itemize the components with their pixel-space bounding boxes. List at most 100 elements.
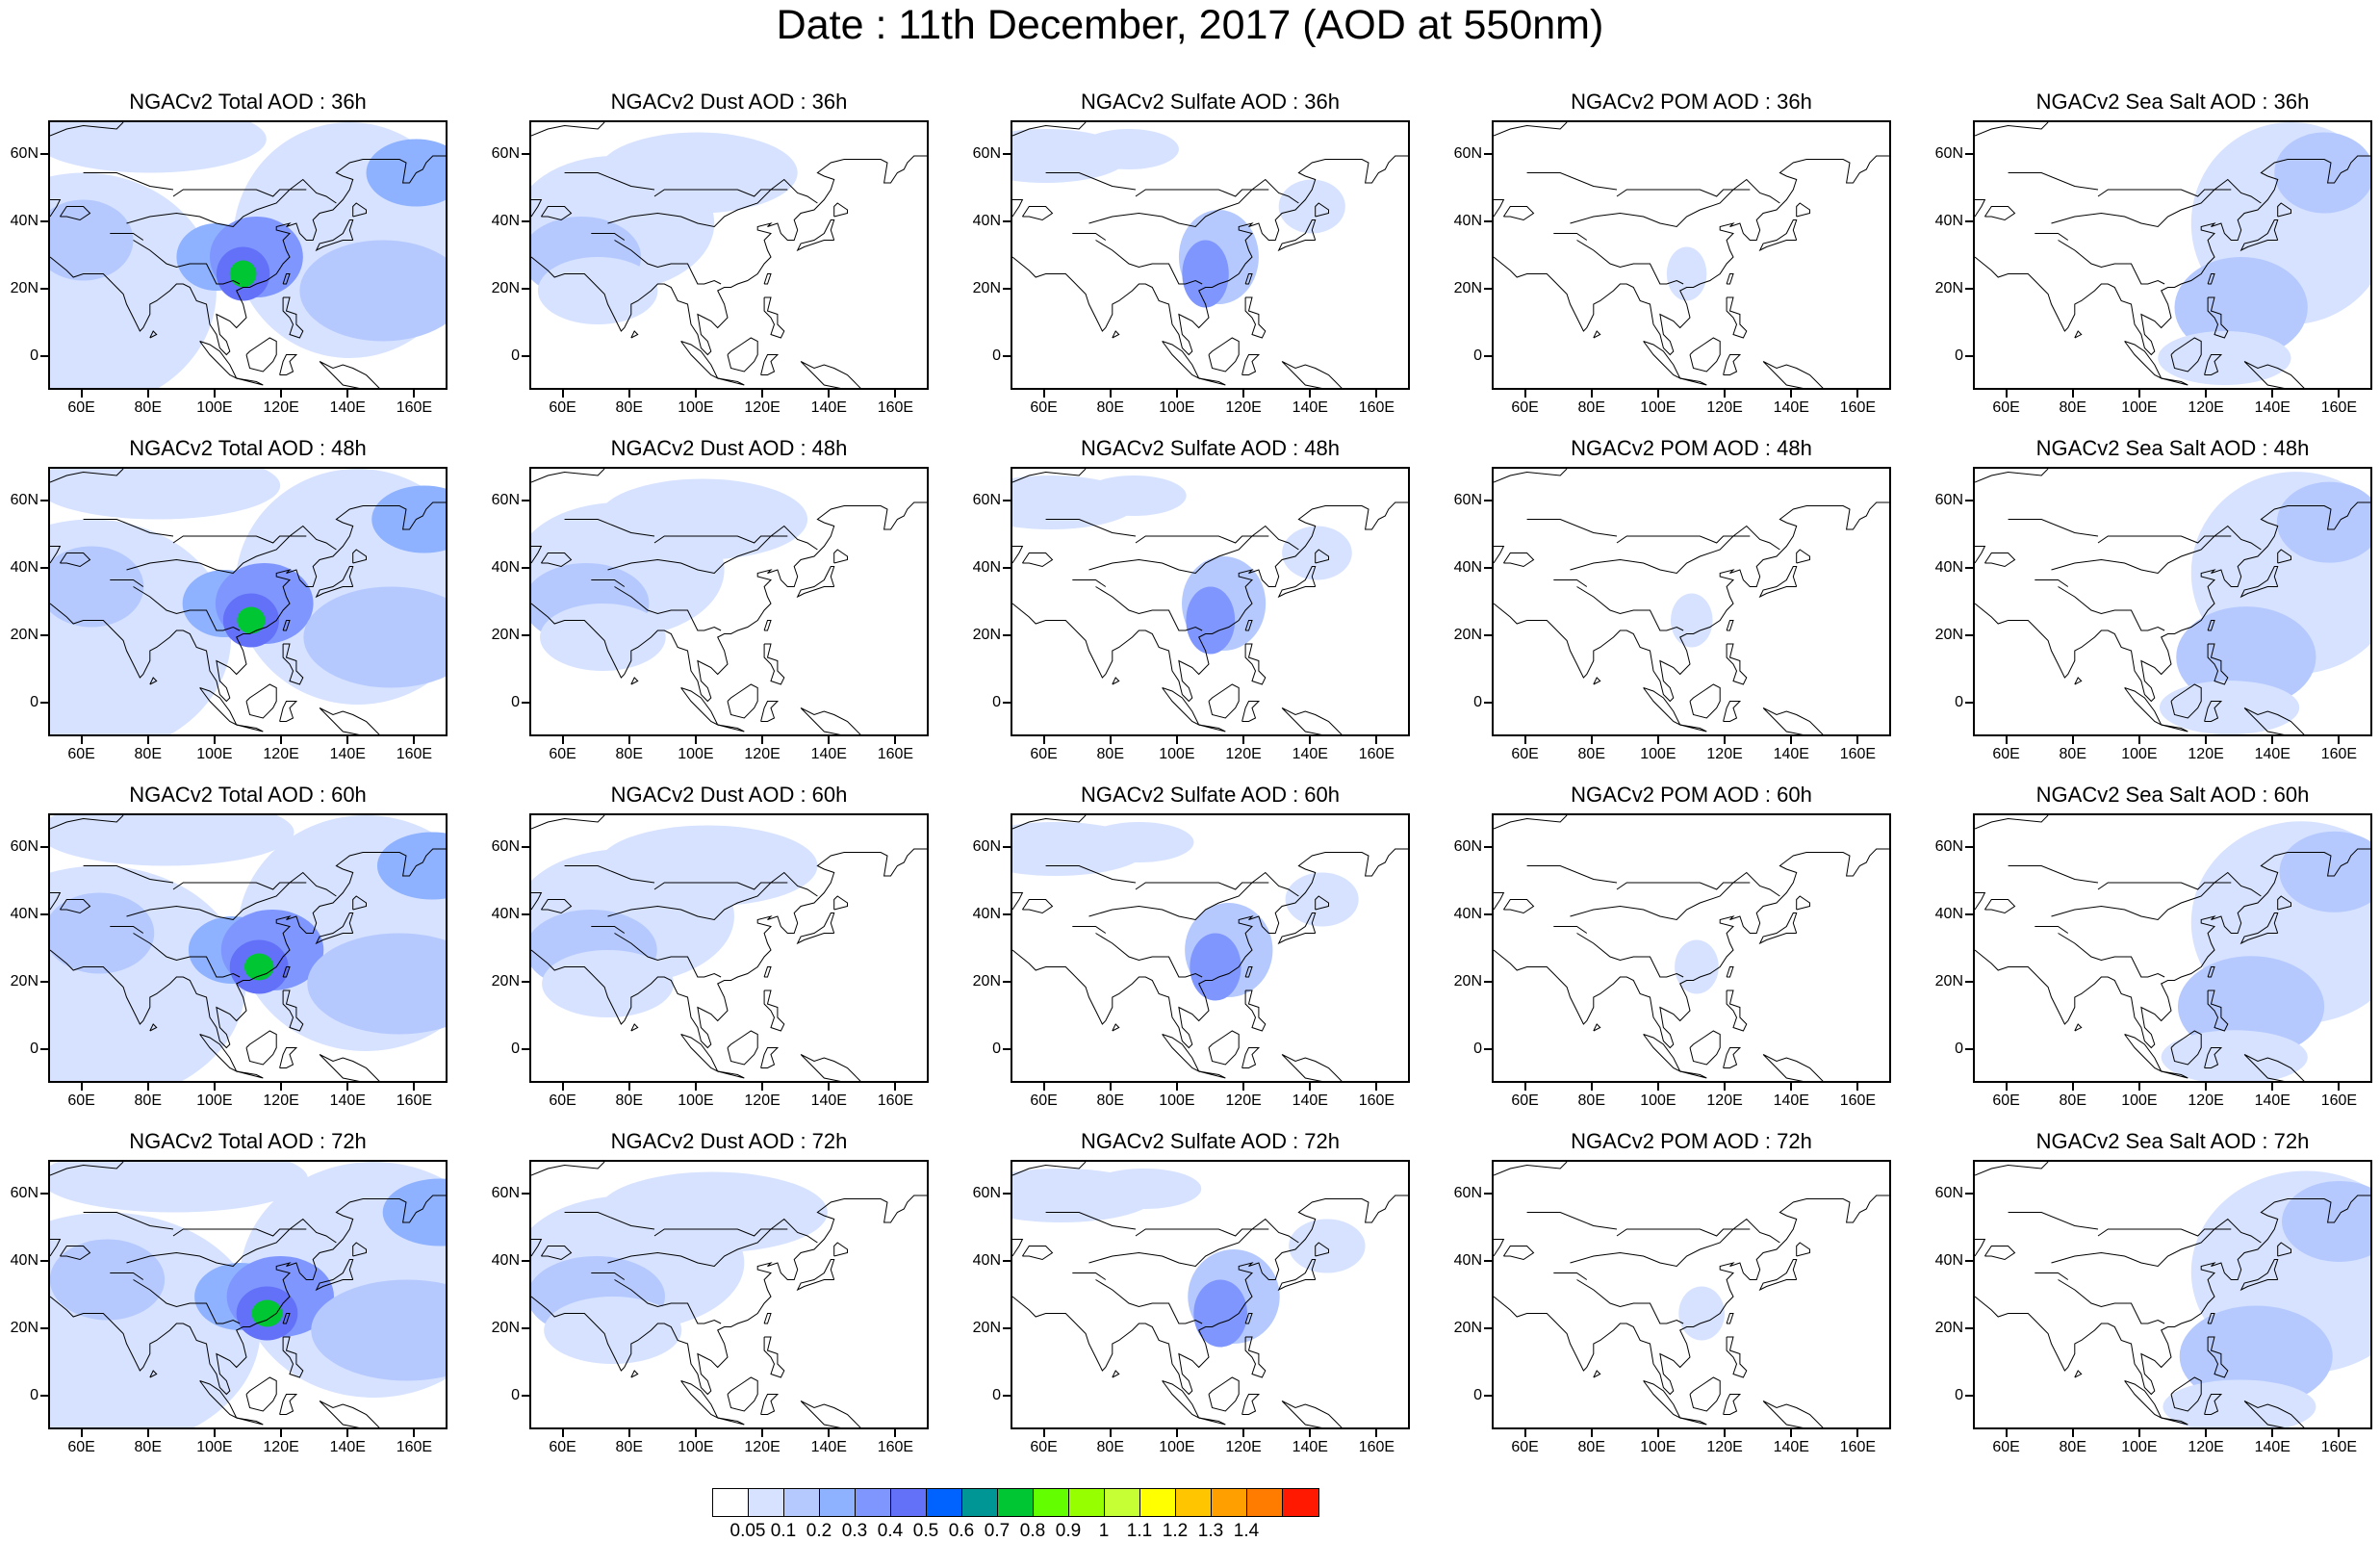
colorbar-label: 0.4	[877, 1521, 904, 1541]
coastline-icon	[2170, 337, 2202, 373]
coastline-icon	[1726, 296, 1748, 339]
coastline-icon	[352, 1242, 367, 1257]
x-tick-label: 120E	[263, 746, 299, 762]
coastline-icon	[833, 549, 848, 564]
x-tick-label: 160E	[2320, 399, 2358, 416]
map-panel	[529, 467, 929, 736]
coastline-icon	[717, 1417, 745, 1426]
x-tick-mark	[1375, 736, 1378, 744]
aod-region	[1289, 1219, 1366, 1273]
x-tick-mark	[213, 390, 216, 398]
coastline-icon	[319, 707, 380, 734]
y-tick-mark	[40, 1260, 48, 1262]
coastline-icon	[796, 1259, 835, 1292]
x-tick-label: 60E	[67, 1439, 95, 1455]
x-tick-mark	[1523, 1083, 1526, 1091]
x-tick-mark	[1309, 736, 1312, 744]
y-tick-label: 60N	[1453, 838, 1482, 855]
x-tick-mark	[80, 1083, 83, 1091]
coastline-icon	[1570, 871, 1780, 921]
x-tick-label: 140E	[810, 746, 847, 762]
coastline-icon	[564, 172, 655, 191]
coastline-icon	[591, 579, 626, 587]
coastline-icon	[1244, 643, 1267, 685]
aod-field	[1975, 1162, 2370, 1427]
y-tick-label: 20N	[1453, 627, 1482, 643]
coastline-icon	[172, 189, 307, 197]
aod-region	[1079, 129, 1179, 169]
coastline-icon	[1570, 178, 1780, 228]
coastline-icon	[50, 815, 124, 830]
y-tick-label: 60N	[491, 1185, 520, 1201]
y-tick-label: 40N	[491, 559, 520, 576]
x-tick-mark	[2338, 736, 2341, 744]
coastline-icon	[2277, 202, 2291, 218]
x-tick-label: 100E	[1159, 1092, 1195, 1109]
aod-region	[366, 139, 446, 207]
coastline-icon	[1975, 469, 2049, 483]
coastline-icon	[1593, 330, 1601, 339]
x-tick-mark	[346, 390, 349, 398]
y-tick-label: 60N	[10, 492, 38, 508]
coastline-icon	[2207, 1336, 2229, 1378]
y-tick-mark	[1484, 288, 1492, 290]
x-tick-mark	[1856, 736, 1859, 744]
y-tick-label: 60N	[1453, 145, 1482, 162]
aod-region	[598, 132, 798, 214]
coastline-icon	[126, 871, 337, 921]
coastline-icon	[2058, 1279, 2165, 1324]
coastline-icon	[50, 546, 62, 564]
x-tick-mark	[1242, 390, 1245, 398]
y-tick-label: 20N	[1453, 280, 1482, 296]
aod-region	[539, 604, 666, 671]
x-tick-label: 160E	[2320, 746, 2358, 762]
coastline-icon	[2277, 549, 2291, 564]
coastline-icon	[833, 202, 848, 218]
x-tick-mark	[2071, 390, 2074, 398]
x-tick-mark	[146, 736, 149, 744]
colorbar-swatch	[1140, 1489, 1176, 1516]
x-tick-mark	[346, 736, 349, 744]
aod-region	[1193, 1279, 1247, 1348]
y-tick-label: 0	[992, 1387, 1001, 1403]
y-tick-mark	[522, 846, 529, 848]
coastline-icon	[531, 122, 605, 137]
coastline-icon	[614, 586, 722, 631]
coastline-icon	[1277, 1259, 1317, 1292]
colorbar-swatch	[1034, 1489, 1069, 1516]
x-tick-label: 140E	[810, 1439, 847, 1455]
y-tick-label: 60N	[491, 492, 520, 508]
y-tick-label: 20N	[10, 973, 38, 989]
aod-region	[1084, 822, 1194, 862]
colorbar-swatch	[1283, 1489, 1318, 1516]
coastline-icon	[653, 189, 788, 197]
coastline-icon	[149, 1023, 158, 1032]
x-tick-label: 100E	[1159, 746, 1195, 762]
map-panel	[1492, 467, 1891, 736]
coastline-icon	[1244, 989, 1267, 1032]
coastline-icon	[531, 546, 543, 564]
coastline-icon	[2161, 1417, 2188, 1426]
x-tick-mark	[1375, 1083, 1378, 1091]
coastline-icon	[50, 199, 62, 218]
x-tick-mark	[2005, 1429, 2008, 1437]
coastline-icon	[279, 701, 298, 722]
coastline-icon	[1281, 361, 1343, 388]
coastline-icon	[1021, 553, 1054, 568]
coastline-icon	[1244, 966, 1253, 978]
coastline-icon	[2239, 219, 2279, 252]
x-tick-label: 80E	[134, 399, 162, 416]
x-tick-label: 80E	[615, 746, 643, 762]
coastline-icon	[1758, 1259, 1798, 1292]
panel-title: NGACv2 Total AOD : 60h	[129, 783, 367, 807]
x-tick-mark	[561, 736, 564, 744]
coastline-icon	[1494, 815, 1568, 830]
coastline-icon	[315, 219, 354, 252]
y-tick-label: 0	[1955, 347, 1963, 364]
coastline-icon	[149, 1370, 158, 1378]
coastline-icon	[2204, 354, 2223, 375]
coastline-icon	[1112, 330, 1120, 339]
x-tick-mark	[2005, 1083, 2008, 1091]
colorbar-swatch	[1212, 1489, 1247, 1516]
colorbar-label: 0.1	[770, 1521, 797, 1541]
